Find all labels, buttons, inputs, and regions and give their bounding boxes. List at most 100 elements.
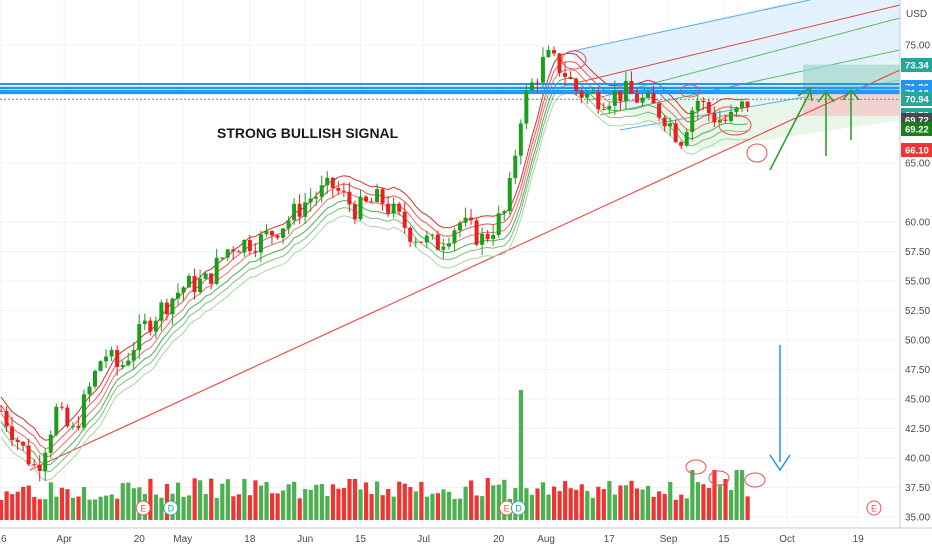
- candle-body: [375, 189, 380, 203]
- x-tick-label: May: [173, 534, 192, 545]
- volume-bar: [629, 480, 634, 520]
- volume-bar: [728, 490, 734, 520]
- volume-bar: [175, 482, 181, 520]
- volume-bar: [480, 496, 485, 520]
- volume-bar: [269, 493, 275, 520]
- event-marker-circle: [163, 500, 179, 516]
- candle-body: [496, 213, 501, 235]
- ma-line-5: [0, 52, 748, 441]
- candle-body: [137, 324, 142, 351]
- candle-body: [341, 190, 346, 192]
- candle-body: [336, 188, 341, 191]
- volume-bar: [375, 481, 380, 520]
- ma-line-4: [0, 60, 748, 449]
- y-tick-label: 65.00: [905, 159, 930, 170]
- candle-body: [668, 123, 673, 127]
- price-tag-bg: [901, 92, 932, 106]
- candle-body: [629, 80, 634, 94]
- candle-body: [430, 234, 435, 236]
- candle-body: [546, 49, 551, 58]
- candle-body: [574, 78, 579, 91]
- candle-body: [26, 445, 31, 465]
- candle-body: [712, 113, 717, 123]
- pitchfork-median: [579, 4, 901, 83]
- volume-bar: [32, 496, 37, 520]
- candle-body: [518, 123, 523, 156]
- volume-bar: [524, 488, 529, 520]
- event-marker-label: E: [504, 504, 510, 514]
- candle-body: [192, 275, 197, 293]
- volume-bar: [109, 494, 114, 520]
- candle-body: [502, 211, 507, 214]
- candle-body: [535, 82, 540, 84]
- volume-bar: [596, 486, 601, 520]
- volume-bar: [430, 493, 435, 520]
- volume-bar: [529, 494, 535, 520]
- candle-body: [634, 93, 639, 103]
- candle-body: [623, 80, 628, 102]
- x-axis-background: [0, 528, 932, 550]
- volume-bar: [491, 485, 496, 520]
- volume-bars: [0, 390, 750, 520]
- candle-body: [563, 72, 568, 77]
- y-tick-label: 55.00: [905, 277, 930, 288]
- volume-bar: [303, 489, 308, 520]
- candle-body: [474, 220, 479, 245]
- y-tick-label: 45.00: [905, 395, 930, 406]
- volume-bar: [319, 483, 324, 520]
- volume-bar: [469, 480, 474, 520]
- volume-bar: [225, 479, 230, 520]
- volume-bar: [452, 498, 457, 520]
- price-tag-label: 70.94: [905, 95, 929, 106]
- candle-body: [596, 92, 601, 110]
- candle-body: [706, 102, 711, 114]
- candle-body: [65, 407, 70, 427]
- candle-body: [568, 76, 573, 79]
- candlesticks: [0, 45, 750, 482]
- volume-bar: [745, 496, 750, 520]
- volume-bar: [0, 499, 4, 520]
- volume-bar: [618, 485, 623, 520]
- candle-body: [286, 220, 291, 229]
- y-tick-label: 57.50: [905, 247, 930, 258]
- x-tick-label: Oct: [779, 534, 795, 545]
- candle-body: [153, 320, 158, 332]
- horizontal-levels: [0, 82, 900, 100]
- volume-bar: [181, 496, 186, 520]
- candle-body: [684, 132, 689, 146]
- y-axis: USD 35.00 37.50 40.00 42.50 45.00 47.50 50.00 52…: [899, 0, 932, 550]
- volume-bar: [358, 489, 363, 520]
- ma-line-1: [0, 84, 748, 473]
- candle-body: [247, 240, 252, 252]
- volume-bar: [668, 481, 673, 520]
- volume-bar: [220, 483, 225, 520]
- candle-body: [740, 101, 745, 108]
- highlight-circle-0: [561, 50, 587, 70]
- y-tick-label: 40.00: [905, 454, 930, 465]
- volume-bar: [502, 479, 507, 520]
- candle-body: [690, 110, 695, 133]
- candle-body: [446, 243, 451, 247]
- candle-body: [203, 273, 208, 279]
- volume-bar: [347, 478, 352, 520]
- x-axis: 16 Apr 20 May 18 Jun 15 Jul 20 Aug 17 Sep 15 Oct 19: [0, 527, 932, 550]
- volume-bar: [192, 478, 197, 520]
- up-arrow-1-head: [797, 86, 813, 102]
- candle-body: [590, 92, 595, 94]
- candle-body: [513, 155, 518, 179]
- candle-body: [673, 123, 678, 143]
- y-tick-label: 50.00: [905, 336, 930, 347]
- candle-body: [524, 90, 529, 124]
- candle-body: [369, 201, 374, 203]
- candle-body: [242, 240, 247, 253]
- volume-bar: [253, 480, 258, 520]
- volume-bar: [380, 495, 385, 520]
- volume-bar: [236, 494, 241, 520]
- candle-body: [170, 298, 175, 315]
- candle-body: [109, 349, 114, 357]
- candle-body: [104, 356, 109, 362]
- volume-bar: [21, 486, 26, 520]
- volume-bar: [93, 499, 98, 520]
- pitchfork-upper-band: [568, 0, 900, 110]
- event-marker-label: D: [168, 504, 175, 514]
